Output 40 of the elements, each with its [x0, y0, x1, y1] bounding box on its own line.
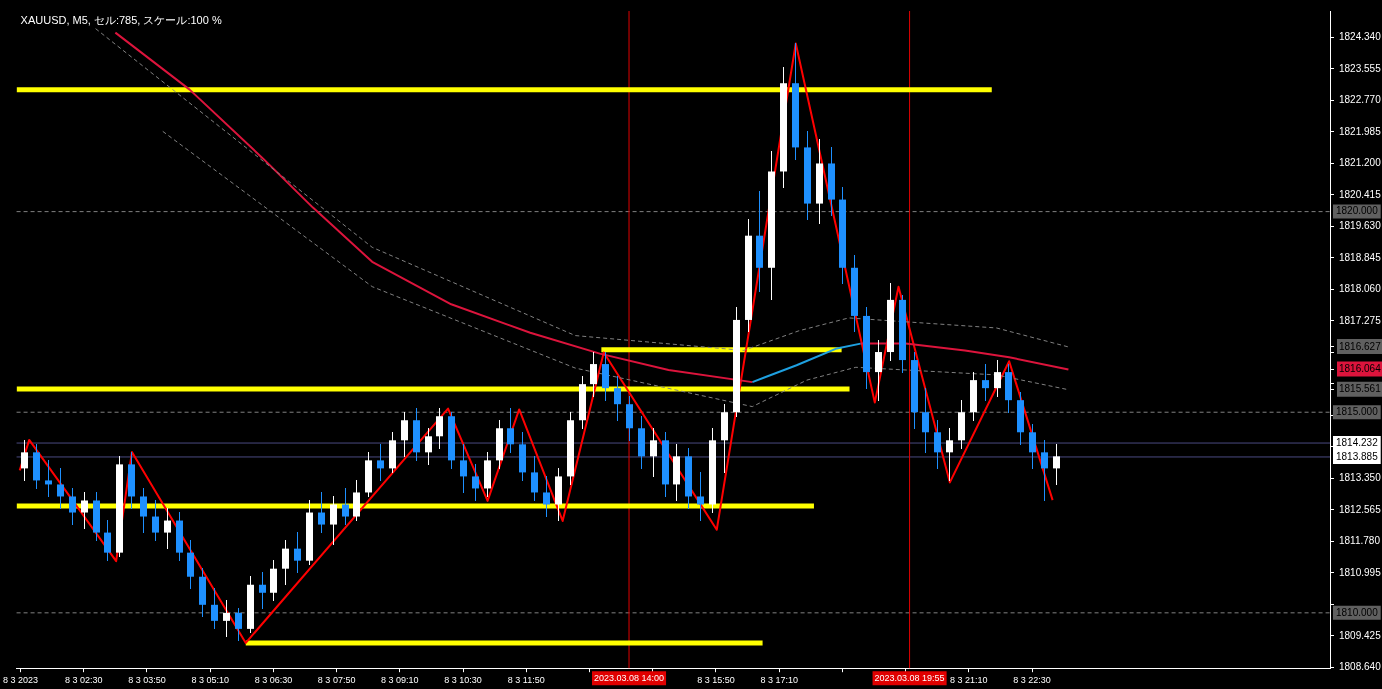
ref-line-label: 1814.232: [1336, 436, 1379, 448]
y-tick-label: 1808.640: [1339, 661, 1382, 673]
ref-line-label: 2023.03.08 14:00: [593, 672, 665, 683]
x-tick-label: 8 3 15:50: [697, 675, 735, 686]
y-tick-label: 1822.770: [1339, 94, 1382, 106]
y-tick-label: 1821.985: [1339, 125, 1382, 137]
y-tick-label: 1809.425: [1339, 629, 1382, 641]
chart-title: XAUUSD, M5, セル:785, スケール:100 %: [20, 13, 222, 26]
y-tick-label: 1823.555: [1339, 62, 1382, 74]
x-tick-label: 8 3 2023: [3, 675, 39, 686]
y-tick-label: 1816.627: [1339, 340, 1382, 352]
x-tick-label: 8 3 06:30: [254, 675, 293, 686]
y-tick-label: 1818.060: [1339, 283, 1382, 295]
y-tick-label: 1820.415: [1339, 188, 1382, 200]
y-tick-label: 1815.561: [1339, 383, 1382, 395]
x-tick-label: 8 3 02:30: [64, 675, 103, 686]
ref-line-label: 1810.000: [1336, 606, 1379, 618]
x-tick-label: 8 3 10:30: [444, 675, 482, 686]
y-tick-label: 1816.064: [1339, 363, 1382, 375]
y-tick-label: 1810.995: [1339, 566, 1382, 578]
ref-line-label: 1815.000: [1336, 405, 1379, 417]
y-tick-label: 1818.845: [1339, 251, 1382, 263]
y-tick-label: 1824.340: [1339, 31, 1382, 43]
y-tick-label: 1819.630: [1339, 220, 1382, 232]
x-tick-label: 8 3 21:10: [950, 675, 988, 686]
x-tick-label: 8 3 03:50: [128, 675, 166, 686]
x-tick-label: 8 3 11:50: [507, 675, 545, 686]
ref-line-label: 2023.03.08 19:55: [874, 672, 945, 683]
y-tick-label: 1813.350: [1339, 472, 1382, 484]
y-tick-label: 1821.200: [1339, 157, 1382, 169]
ref-line-label: 1820.000: [1336, 205, 1379, 217]
x-tick-label: 8 3 07:50: [317, 675, 356, 686]
x-tick-label: 8 3 05:10: [191, 675, 229, 686]
y-tick-label: 1811.780: [1339, 535, 1381, 547]
ref-line-label: 1813.885: [1336, 450, 1379, 462]
x-tick-label: 8 3 22:30: [1013, 675, 1051, 686]
x-tick-label: 8 3 17:10: [760, 675, 798, 686]
y-tick-label: 1817.275: [1339, 314, 1382, 326]
x-tick-label: 8 3 09:10: [381, 675, 419, 686]
y-tick-label: 1812.565: [1339, 503, 1382, 515]
